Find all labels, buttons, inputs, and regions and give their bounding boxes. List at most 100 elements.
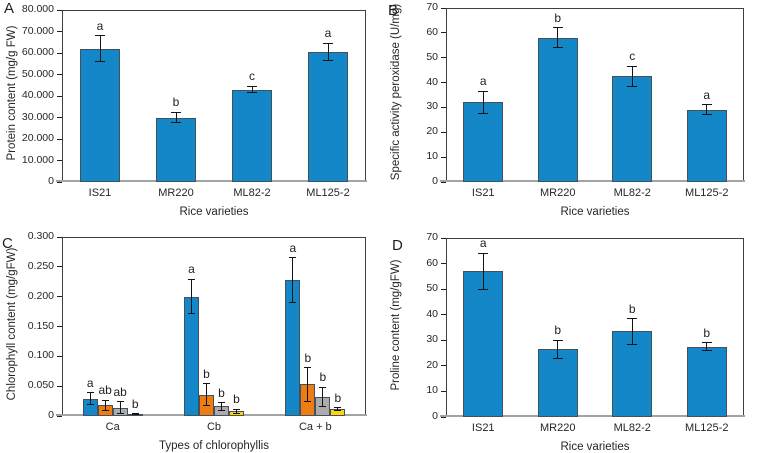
error-cap-bottom xyxy=(131,414,139,416)
error-bar xyxy=(191,279,192,314)
significance-letter: ab xyxy=(98,383,112,398)
significance-letter: b xyxy=(218,385,225,400)
error-cap-bottom xyxy=(627,343,638,345)
error-bar xyxy=(482,253,484,290)
error-cap-top xyxy=(188,278,195,280)
x-category-label: ML125-2 xyxy=(685,422,729,434)
x-category-label: Cb xyxy=(206,421,222,433)
bar xyxy=(156,117,196,182)
y-tick-label: 0.050 xyxy=(27,379,54,392)
significance-letter: b xyxy=(703,325,711,340)
bar xyxy=(184,296,199,416)
y-tick-mark xyxy=(57,138,62,140)
y-tick-label: 0 xyxy=(432,410,438,422)
error-bar xyxy=(251,86,253,93)
error-cap-top xyxy=(131,413,139,415)
x-category-label: MR220 xyxy=(540,422,576,434)
error-cap-bottom xyxy=(95,61,105,63)
significance-letter: b xyxy=(554,10,562,25)
error-bar xyxy=(236,409,237,413)
y-tick-mark xyxy=(57,74,62,75)
y-tick-label: 10 xyxy=(426,384,438,397)
y-tick-mark xyxy=(57,31,62,32)
panel-letter: C xyxy=(2,235,13,252)
y-tick-label: 40 xyxy=(426,307,438,320)
error-cap-bottom xyxy=(304,400,312,402)
significance-letter: a xyxy=(96,18,104,33)
error-bar xyxy=(99,35,101,62)
x-axis-title: Types of chlorophyllis xyxy=(159,440,269,452)
y-tick-mark xyxy=(57,52,62,54)
x-axis-line xyxy=(440,415,745,417)
significance-letter: c xyxy=(249,69,255,84)
y-tick-label: 70 xyxy=(426,231,438,243)
error-cap-bottom xyxy=(334,409,342,411)
error-bar xyxy=(706,104,708,115)
panel-letter: D xyxy=(392,237,403,254)
bar xyxy=(537,37,578,182)
error-cap-top xyxy=(319,386,327,388)
error-cap-bottom xyxy=(627,85,638,87)
x-category-label: ML125-2 xyxy=(306,187,350,199)
y-tick-mark xyxy=(57,160,62,161)
y-tick-mark xyxy=(441,365,446,367)
significance-letter: a xyxy=(324,26,332,41)
error-cap-top xyxy=(334,407,342,409)
significance-letter: a xyxy=(289,240,297,255)
x-category-label: ML82-2 xyxy=(613,422,651,434)
y-tick-mark xyxy=(441,82,446,84)
significance-letter: b xyxy=(304,350,312,365)
x-category-label: ML82-2 xyxy=(613,187,651,199)
significance-letter: b xyxy=(131,396,139,411)
x-axis-title: Rice varieties xyxy=(560,206,630,218)
bar xyxy=(686,109,727,182)
x-category-label: MR220 xyxy=(540,187,576,199)
y-tick-mark xyxy=(441,237,446,239)
y-tick-label: 60 xyxy=(426,256,438,269)
panel-c: C Chlorophyll content (mg/gFW) Types of … xyxy=(0,225,380,452)
y-tick-label: 20 xyxy=(426,125,438,138)
error-bar xyxy=(482,91,484,114)
error-cap-top xyxy=(101,399,109,401)
y-tick-label: 10 xyxy=(426,150,438,163)
plot-area xyxy=(62,237,366,416)
y-tick-mark xyxy=(57,266,62,268)
y-tick-mark xyxy=(57,355,62,357)
x-axis-line xyxy=(440,180,745,182)
x-category-label: ML125-2 xyxy=(685,187,729,199)
y-tick-label: 0.100 xyxy=(27,349,54,362)
panel-letter: A xyxy=(4,0,15,17)
y-tick-mark xyxy=(57,9,62,11)
significance-letter: b xyxy=(334,390,342,405)
bar xyxy=(686,346,727,417)
error-cap-bottom xyxy=(188,313,195,315)
error-bar xyxy=(322,387,324,407)
bar xyxy=(463,271,504,417)
error-cap-top xyxy=(116,401,124,403)
error-bar xyxy=(134,413,136,415)
y-tick-label: 70 xyxy=(426,1,438,13)
error-cap-top xyxy=(478,252,489,254)
y-tick-label: 10.000 xyxy=(21,153,54,166)
y-tick-mark xyxy=(57,181,62,183)
y-tick-label: 40.000 xyxy=(21,89,54,101)
x-category-label: Ca + b xyxy=(298,421,332,433)
y-tick-mark xyxy=(441,106,446,108)
y-tick-label: 70.000 xyxy=(21,24,54,37)
error-bar xyxy=(119,401,121,414)
x-category-label: IS21 xyxy=(471,422,495,434)
error-bar xyxy=(89,392,91,405)
error-cap-bottom xyxy=(478,113,489,115)
error-bar xyxy=(104,400,106,411)
y-tick-mark xyxy=(441,314,446,316)
error-cap-top xyxy=(95,35,105,37)
significance-letter: a xyxy=(188,262,195,277)
panel-d: D Proline content (mg/gFW) Rice varietie… xyxy=(380,225,760,453)
error-cap-top xyxy=(627,65,638,67)
x-category-label: IS21 xyxy=(88,187,112,199)
y-tick-mark xyxy=(57,385,62,387)
x-axis-title: Rice varieties xyxy=(560,441,630,453)
significance-letter: c xyxy=(629,49,636,64)
y-tick-mark xyxy=(441,156,446,158)
panel-letter: B xyxy=(388,2,399,19)
